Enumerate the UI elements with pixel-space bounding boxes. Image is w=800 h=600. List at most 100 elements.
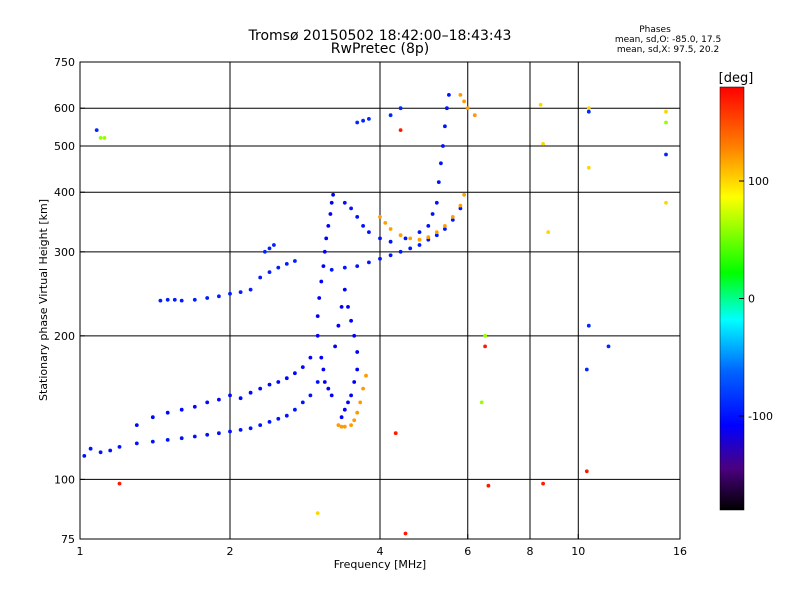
echo-point — [117, 445, 122, 449]
echo-point — [192, 404, 197, 409]
echo-point — [483, 344, 487, 349]
echo-point — [342, 200, 347, 205]
echo-point — [367, 260, 371, 265]
echo-point — [238, 396, 243, 401]
echo-point — [355, 410, 360, 415]
echo-point — [426, 224, 431, 228]
echo-point — [426, 235, 431, 240]
chart-subtitle: RwPretec (8p) — [331, 41, 429, 57]
echo-point — [284, 376, 289, 381]
echo-point — [441, 144, 445, 148]
echo-point — [388, 113, 393, 118]
echo-point — [664, 200, 668, 205]
echo-point — [165, 438, 170, 442]
echo-point — [293, 407, 297, 412]
echo-point — [342, 424, 347, 429]
echo-point — [293, 259, 297, 263]
echo-point — [82, 454, 87, 458]
y-tick-label: 600 — [54, 102, 75, 115]
stats-line-x: mean, sd,X: 97.5, 20.2 — [617, 45, 719, 55]
echo-point — [342, 287, 347, 292]
echo-point — [228, 393, 232, 398]
echo-point — [584, 469, 589, 474]
echo-point — [300, 365, 305, 369]
echo-point — [248, 426, 253, 431]
echo-point — [98, 450, 103, 455]
echo-point — [355, 350, 360, 354]
echo-point — [450, 215, 455, 219]
echo-point — [584, 367, 589, 372]
echo-point — [284, 262, 289, 266]
echo-point — [349, 423, 353, 427]
echo-point — [317, 296, 322, 300]
echo-point — [267, 270, 272, 274]
echo-point — [541, 481, 545, 486]
echo-point — [417, 230, 422, 235]
y-tick-label: 500 — [54, 140, 75, 153]
echo-point — [342, 265, 347, 270]
echo-point — [388, 253, 393, 258]
echo-point — [388, 227, 393, 231]
x-tick-label: 4 — [377, 545, 384, 558]
echo-point — [322, 249, 327, 254]
echo-point — [172, 297, 177, 302]
echo-point — [465, 106, 470, 111]
echo-point — [98, 136, 103, 140]
echo-point — [408, 246, 413, 251]
echo-point — [483, 333, 487, 338]
y-tick-label: 400 — [54, 186, 75, 199]
echo-point — [238, 428, 243, 432]
echo-point — [417, 243, 422, 247]
echo-point — [192, 434, 197, 439]
echo-point — [272, 243, 276, 247]
echo-point — [458, 93, 463, 97]
echo-point — [664, 152, 668, 157]
grid-lines — [80, 62, 680, 539]
echo-point — [436, 180, 441, 185]
echo-point — [349, 318, 353, 323]
echo-point — [538, 102, 543, 107]
echo-point — [293, 371, 297, 376]
data-points — [82, 93, 668, 536]
chart-title: Tromsø 20150502 18:42:00–18:43:43 — [248, 28, 512, 44]
echo-point — [88, 446, 93, 451]
echo-point — [150, 415, 155, 420]
echo-point — [462, 99, 466, 104]
stats-line-o: mean, sd,O: -85.0, 17.5 — [615, 35, 721, 45]
echo-point — [443, 124, 447, 129]
y-axis-label: Stationary phase Virtual Height [km] — [37, 199, 50, 401]
echo-point — [248, 287, 253, 292]
echo-point — [267, 246, 272, 251]
y-axis-ticks: 75 100 200 300 400 500 600 750 — [54, 56, 85, 546]
echo-point — [378, 256, 382, 261]
x-tick-label: 2 — [227, 545, 234, 558]
echo-point — [165, 297, 170, 302]
echo-point — [179, 436, 184, 441]
echo-point — [321, 367, 326, 372]
echo-point — [361, 224, 365, 228]
echo-point — [179, 407, 184, 412]
echo-point — [445, 106, 449, 111]
x-tick-label: 6 — [464, 545, 471, 558]
echo-point — [339, 305, 344, 309]
echo-point — [367, 230, 371, 235]
echo-point — [336, 423, 341, 427]
x-tick-label: 1 — [77, 545, 84, 558]
x-axis-ticks: 1 2 4 6 8 10 16 — [77, 534, 687, 558]
echo-point — [398, 106, 403, 111]
echo-point — [315, 333, 320, 338]
echo-point — [217, 431, 221, 436]
echo-point — [417, 237, 422, 242]
echo-point — [284, 413, 289, 418]
colorbar-tick-label: 100 — [748, 175, 769, 188]
echo-point — [367, 117, 371, 121]
echo-point — [258, 423, 263, 427]
echo-point — [664, 120, 668, 125]
colorbar-label: [deg] — [719, 71, 754, 86]
echo-point — [434, 230, 439, 235]
echo-point — [361, 118, 365, 123]
echo-point — [403, 236, 408, 241]
echo-point — [329, 267, 334, 272]
echo-point — [108, 448, 113, 453]
